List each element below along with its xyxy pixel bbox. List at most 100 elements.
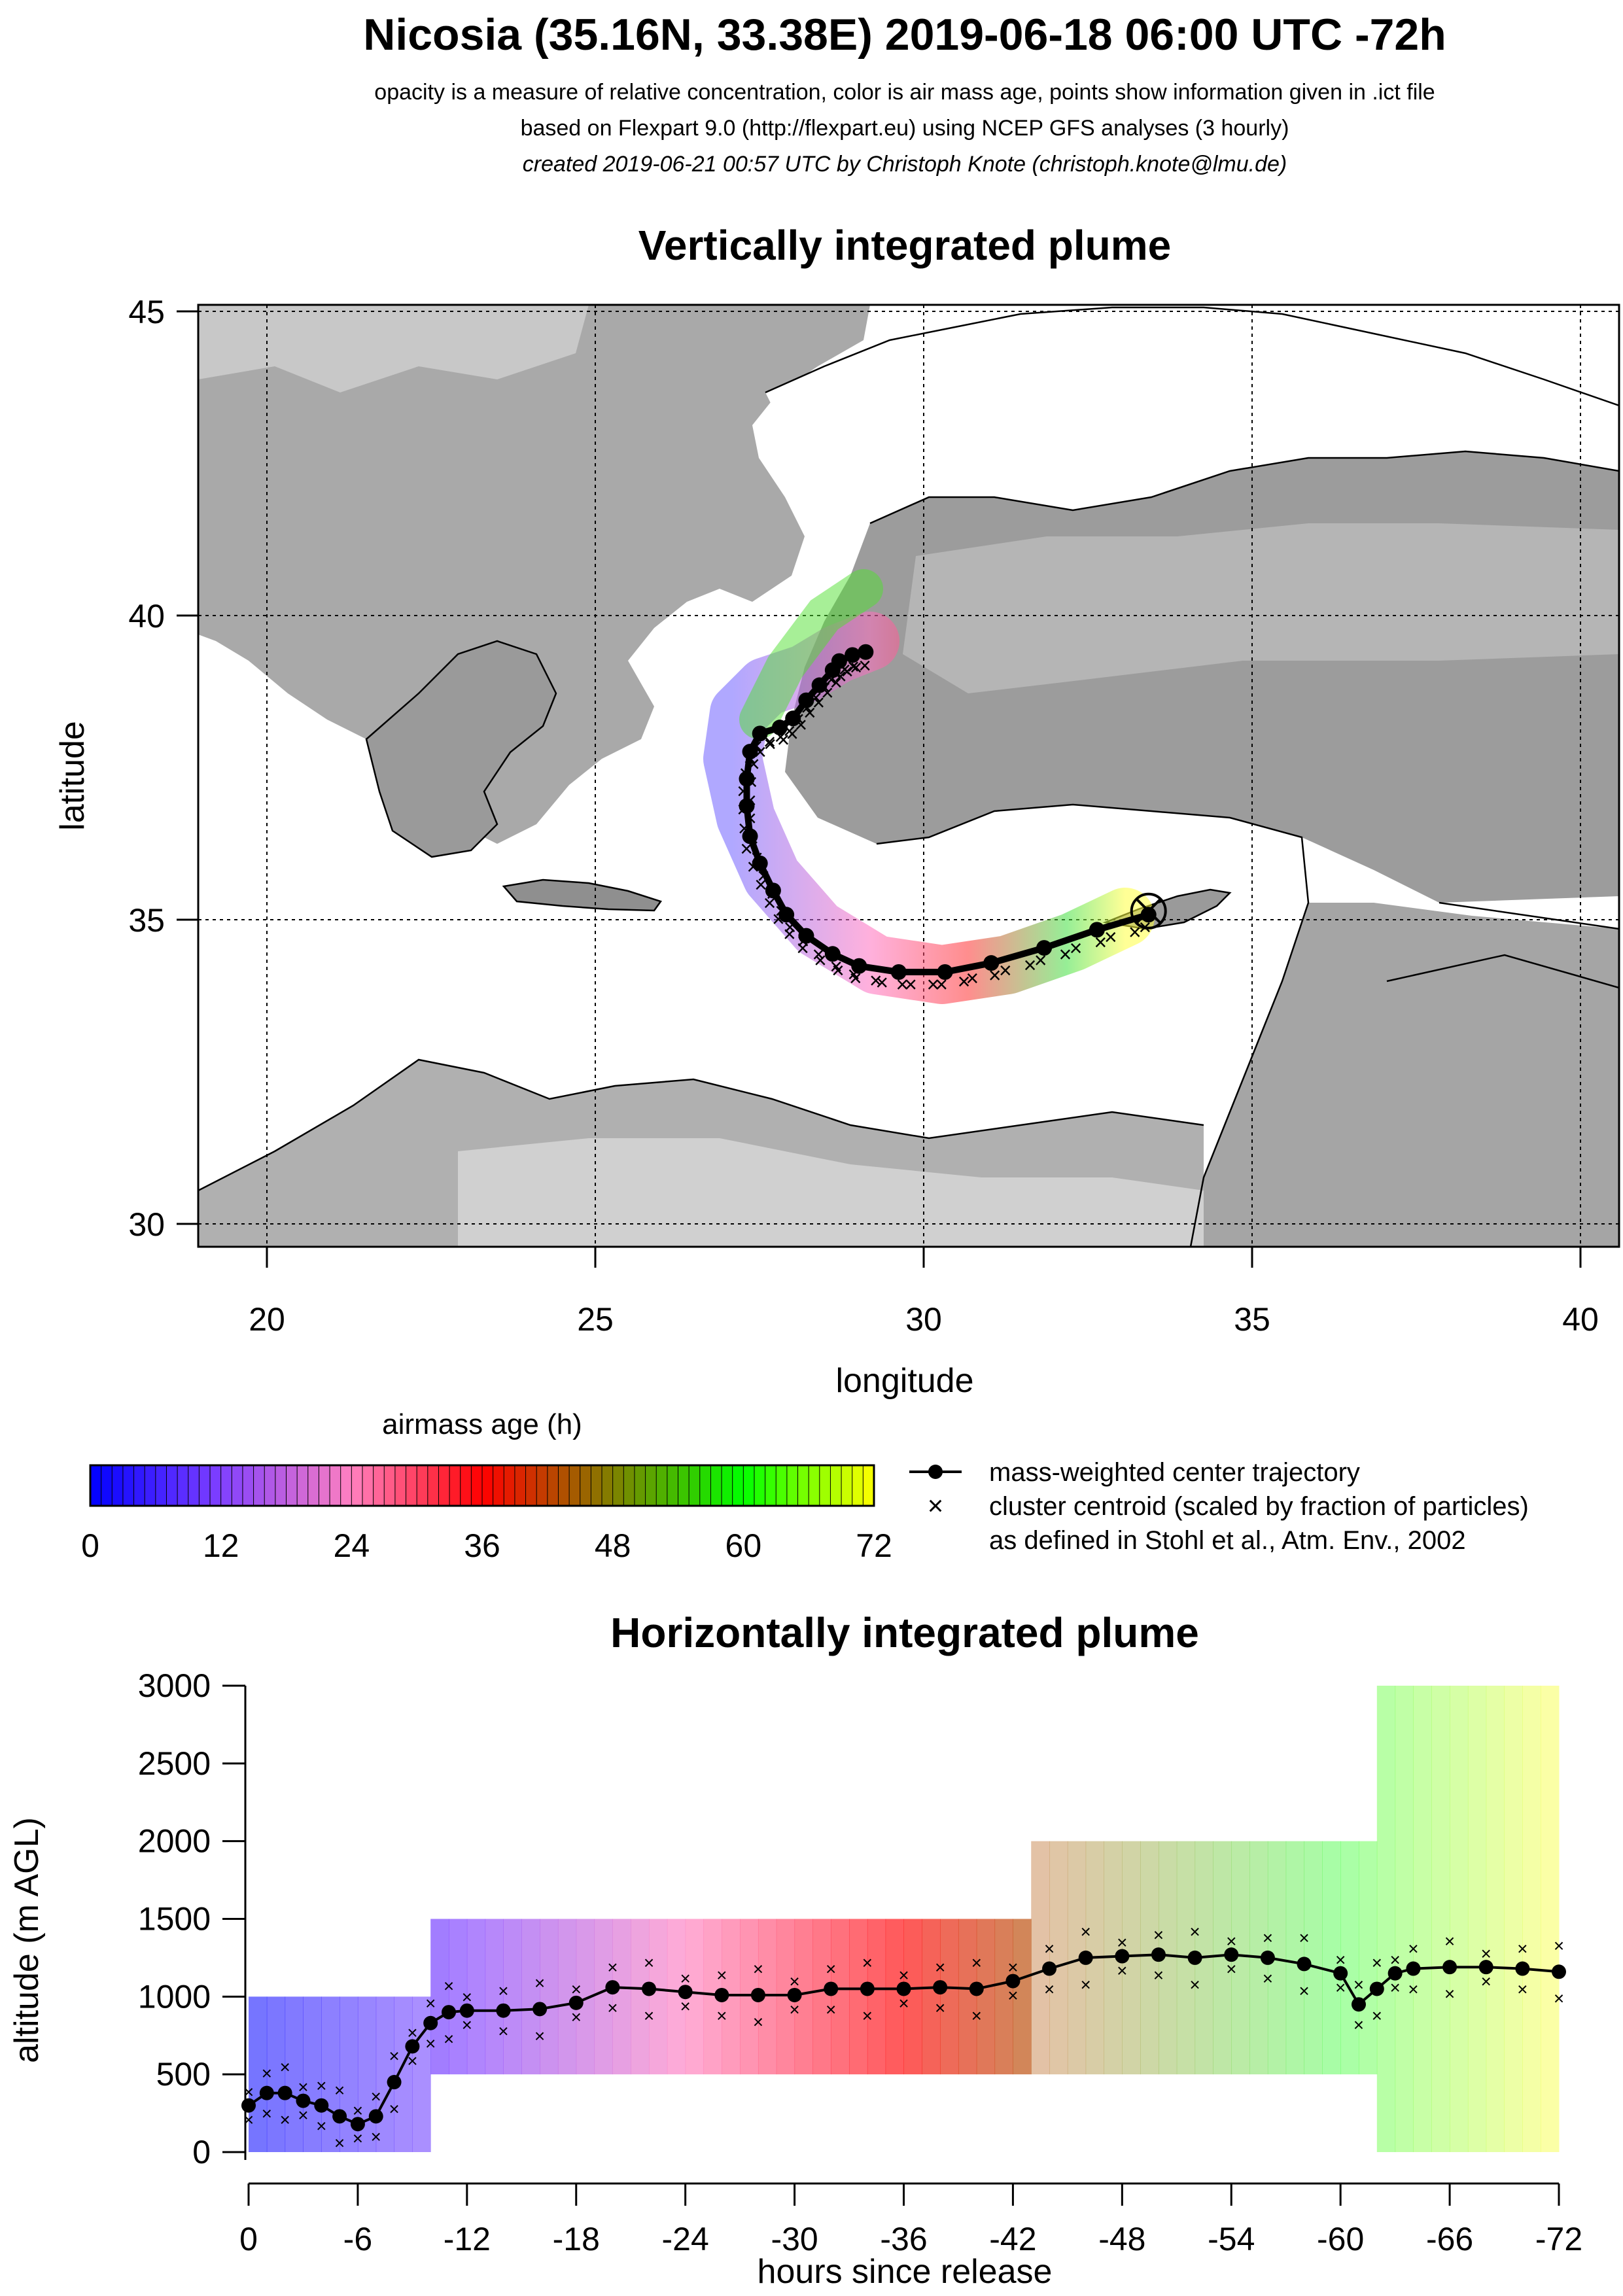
colorbar-tick-label: 12 (203, 1527, 239, 1564)
plume-column (831, 1919, 850, 2075)
cluster-centroid-marker: × (926, 972, 939, 997)
center-trajectory-point (1406, 1961, 1421, 1976)
colorbar-cell (198, 1465, 211, 1506)
colorbar-title: airmass age (h) (382, 1408, 582, 1440)
colorbar-cell (340, 1465, 353, 1506)
cluster-centroid-marker: × (858, 653, 871, 678)
cluster-centroid-marker: × (1353, 1974, 1364, 1994)
cluster-centroid-marker: × (716, 2006, 727, 2026)
cluster-centroid-marker: × (1189, 1974, 1200, 1994)
center-trajectory-point (798, 692, 814, 708)
cluster-centroid-marker: × (1481, 1972, 1492, 1992)
altitude-y-axis-label: altitude (m AGL) (8, 1817, 46, 2063)
altitude-ytick-label: 500 (156, 2056, 211, 2093)
cluster-centroid-marker: × (786, 722, 799, 746)
cluster-centroid-marker: × (875, 970, 888, 995)
center-trajectory-point (1036, 940, 1053, 956)
cluster-centroid-marker: × (298, 2077, 308, 2097)
center-trajectory-point (896, 1981, 911, 1996)
subtitle-line-1: opacity is a measure of relative concent… (374, 80, 1435, 105)
cluster-centroid-marker: × (1189, 1922, 1200, 1942)
cluster-centroid-marker: × (826, 1999, 836, 2019)
cluster-centroid-marker: × (826, 1959, 836, 1979)
cluster-centroid-marker: × (462, 2015, 472, 2035)
cluster-centroid-marker: × (534, 1973, 545, 1993)
colorbar-cell (296, 1465, 309, 1506)
altitude-xtick-label: -18 (553, 2221, 600, 2257)
cluster-centroid-marker: × (789, 1999, 799, 2019)
colorbar-cell (177, 1465, 189, 1506)
center-trajectory-point (787, 1987, 802, 2002)
center-trajectory-point (442, 2005, 457, 2020)
center-trajectory-point (1005, 1974, 1021, 1989)
center-trajectory-point (568, 1995, 584, 2010)
center-trajectory-point (785, 710, 801, 727)
colorbar-cell (449, 1465, 461, 1506)
cluster-centroid-marker: × (371, 2086, 381, 2106)
map-xtick-label: 25 (577, 1301, 614, 1338)
cluster-centroid-marker: × (1444, 1984, 1455, 2004)
cluster-centroid-marker: × (444, 2029, 454, 2049)
center-trajectory-point (778, 907, 795, 923)
cluster-centroid-marker: × (1070, 936, 1083, 961)
altitude-ytick-label: 1500 (138, 1901, 211, 1938)
center-trajectory-point (1387, 1966, 1403, 1981)
cluster-centroid-marker: × (1226, 1931, 1236, 1951)
colorbar-cell (307, 1465, 320, 1506)
colorbar-cell (634, 1465, 646, 1506)
altitude-xtick-label: -36 (880, 2221, 927, 2257)
colorbar-cell (568, 1465, 581, 1506)
plume-column (1340, 1841, 1359, 2075)
cluster-centroid-marker: × (353, 2129, 363, 2149)
plume-column (1322, 1841, 1341, 2075)
center-trajectory-point (296, 2093, 311, 2108)
cluster-centroid-marker: × (298, 2105, 308, 2125)
map-grid (198, 305, 1619, 1247)
legend-cross-symbol: × (928, 1490, 944, 1521)
plume-column (1358, 1841, 1378, 2075)
colorbar-cell (688, 1465, 701, 1506)
plume-column (922, 1919, 941, 2075)
legend-dot-symbol (928, 1465, 943, 1479)
colorbar-cell (111, 1465, 124, 1506)
release-site-marker (1130, 892, 1167, 930)
center-trajectory-point (742, 744, 758, 760)
cluster-centroid-marker: × (1408, 1939, 1418, 1959)
colorbar-cell (122, 1465, 135, 1506)
altitude-xtick-label: -6 (343, 2221, 372, 2257)
colorbar-cell (699, 1465, 712, 1506)
center-trajectory-point (765, 882, 781, 899)
colorbar-cell (362, 1465, 374, 1506)
cluster-centroid-marker: × (498, 2021, 508, 2042)
plume-column (285, 1996, 304, 2152)
plume-column (1522, 1686, 1541, 2152)
altitude-ytick-label: 2500 (138, 1745, 211, 1782)
cluster-centroid-marker: × (407, 2023, 417, 2043)
legend-line-label: mass-weighted center trajectory (989, 1458, 1360, 1487)
altitude-plume-shading (249, 1686, 1560, 2152)
cluster-centroid-marker: × (1389, 1949, 1400, 1970)
cluster-centroid-marker: × (279, 2057, 290, 2077)
cluster-centroid-marker: × (1081, 1922, 1091, 1942)
center-trajectory-point (1260, 1950, 1275, 1965)
cluster-centroid-marker: × (262, 2104, 272, 2124)
center-trajectory-point (851, 958, 867, 974)
cluster-centroid-marker: × (971, 2006, 982, 2026)
altitude-xtick-label: -54 (1208, 2221, 1255, 2257)
altitude-ytick-label: 0 (192, 2134, 211, 2170)
colorbar-cell (786, 1465, 799, 1506)
land-levant (1191, 903, 1619, 1247)
colorbar-cell (721, 1465, 733, 1506)
cluster-centroid-marker: × (279, 2110, 290, 2130)
cluster-centroid-marker: × (1117, 1960, 1127, 1981)
plume-column (430, 1919, 449, 2075)
center-trajectory-point (532, 2002, 548, 2017)
colorbar-cell (503, 1465, 515, 1506)
altitude-ytick-label: 1000 (138, 1978, 211, 2015)
center-trajectory-point (350, 2117, 365, 2132)
cluster-centroid-marker: × (1104, 925, 1117, 950)
map-x-axis (266, 1247, 1582, 1268)
plume-column (903, 1919, 922, 2075)
cluster-centroid-marker: × (1044, 1979, 1055, 1999)
colorbar-cell (133, 1465, 146, 1506)
